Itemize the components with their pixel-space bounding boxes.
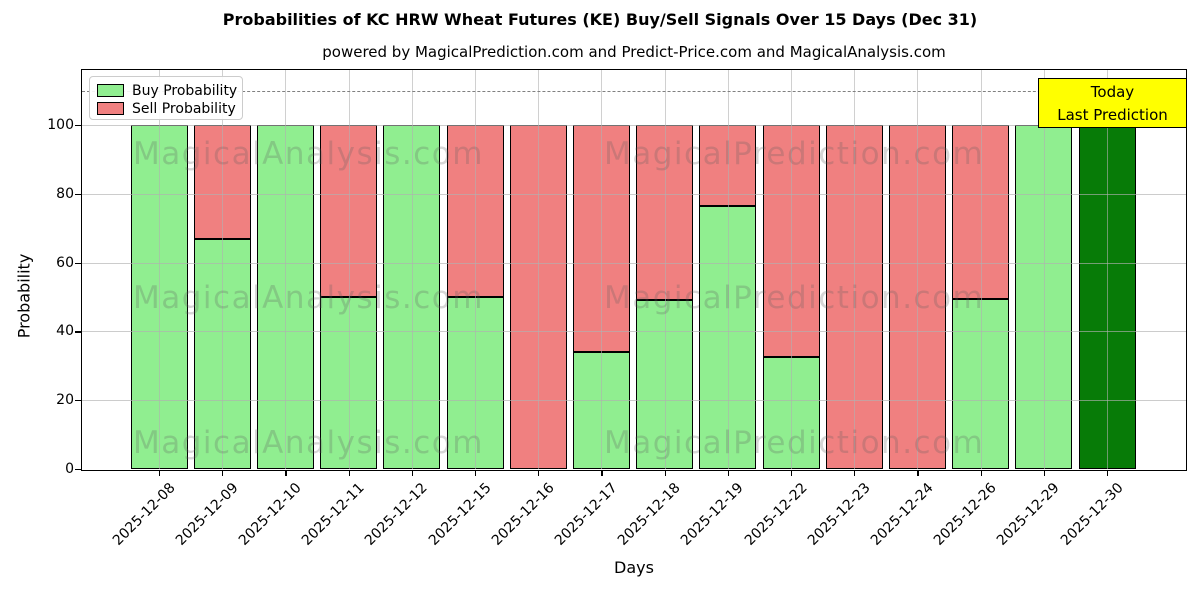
y-tick-label: 40	[56, 323, 74, 340]
vgrid-line	[222, 70, 224, 469]
watermark-text: MagicalPrediction.com	[604, 280, 985, 316]
x-axis-tick	[222, 470, 224, 476]
y-tick-label: 100	[47, 117, 74, 134]
y-axis-tick	[75, 331, 81, 333]
x-tick-label: 2025-12-08	[109, 480, 179, 549]
hgrid-line	[82, 262, 1186, 264]
x-tick-label: 2025-12-30	[1057, 480, 1127, 549]
dashed-guide-line	[82, 90, 1186, 92]
y-tick-label: 80	[56, 185, 74, 202]
legend-label-buy: Buy Probability	[132, 82, 238, 99]
x-tick-label: 2025-12-17	[551, 480, 621, 549]
vgrid-line	[159, 70, 160, 469]
y-tick-label: 60	[56, 254, 74, 271]
x-tick-label: 2025-12-22	[741, 480, 811, 549]
vgrid-line	[475, 70, 476, 469]
y-axis-tick	[75, 469, 81, 471]
legend: Buy Probability Sell Probability	[89, 76, 243, 120]
x-axis-tick	[917, 470, 919, 476]
y-axis-tick	[75, 400, 81, 402]
x-tick-label: 2025-12-24	[867, 480, 937, 549]
buy-color-swatch	[97, 84, 124, 97]
x-axis-tick	[159, 470, 161, 476]
x-tick-label: 2025-12-16	[488, 480, 558, 549]
chart-subtitle: powered by MagicalPrediction.com and Pre…	[322, 43, 946, 61]
x-axis-tick	[475, 470, 477, 476]
legend-item-buy: Buy Probability	[97, 82, 242, 99]
x-tick-label: 2025-12-11	[299, 480, 368, 549]
x-tick-label: 2025-12-29	[994, 480, 1064, 549]
x-axis-tick	[348, 470, 350, 476]
today-annotation-line2: Last Prediction	[1057, 106, 1168, 124]
x-axis-tick	[411, 470, 413, 476]
vgrid-line	[538, 70, 540, 469]
watermark-text: MagicalPrediction.com	[604, 425, 985, 461]
x-tick-label: 2025-12-15	[425, 480, 495, 549]
x-tick-label: 2025-12-19	[678, 480, 748, 549]
vgrid-line	[791, 70, 792, 469]
x-axis-tick	[727, 470, 729, 476]
y-axis-label: Probability	[14, 253, 34, 339]
vgrid-line	[411, 70, 413, 469]
vgrid-line	[601, 70, 603, 469]
today-annotation-box: Today Last Prediction	[1038, 78, 1187, 128]
watermark-text: MagicalAnalysis.com	[133, 280, 484, 316]
vgrid-line	[854, 70, 856, 469]
vgrid-line	[348, 70, 350, 469]
y-axis-tick	[75, 193, 81, 195]
hgrid-line	[82, 400, 1186, 402]
x-tick-label: 2025-12-18	[615, 480, 684, 549]
vgrid-line	[285, 70, 287, 469]
legend-item-sell: Sell Probability	[97, 100, 242, 117]
x-axis-tick	[601, 470, 603, 476]
watermark-text: MagicalPrediction.com	[604, 136, 985, 172]
x-axis-tick	[980, 470, 982, 476]
vgrid-line	[980, 70, 982, 469]
x-tick-label: 2025-12-26	[931, 480, 1000, 549]
vgrid-line	[917, 70, 919, 469]
x-axis-tick	[285, 470, 287, 476]
hgrid-line	[82, 331, 1186, 333]
x-axis-tick	[854, 470, 856, 476]
x-axis-tick	[664, 470, 666, 476]
y-axis-tick	[75, 262, 81, 264]
x-tick-label: 2025-12-12	[362, 480, 432, 549]
hgrid-line	[82, 125, 1186, 127]
x-axis-tick	[1043, 470, 1045, 476]
legend-label-sell: Sell Probability	[132, 100, 236, 117]
y-axis-tick	[75, 125, 81, 127]
chart-title: Probabilities of KC HRW Wheat Futures (K…	[222, 10, 978, 29]
watermark-text: MagicalAnalysis.com	[133, 425, 484, 461]
x-axis-label: Days	[614, 558, 654, 577]
vgrid-line	[727, 70, 729, 469]
vgrid-line	[664, 70, 666, 469]
x-axis-tick	[1107, 470, 1109, 476]
x-tick-label: 2025-12-10	[235, 480, 305, 549]
today-annotation-line1: Today	[1090, 83, 1135, 101]
x-tick-label: 2025-12-23	[804, 480, 874, 549]
x-axis-tick	[538, 470, 540, 476]
y-tick-label: 0	[65, 461, 74, 477]
hgrid-line	[82, 193, 1186, 195]
x-axis-tick	[791, 470, 793, 476]
sell-color-swatch	[97, 102, 124, 115]
x-tick-label: 2025-12-09	[172, 480, 242, 549]
vgrid-line	[1043, 70, 1045, 469]
watermark-text: MagicalAnalysis.com	[133, 136, 484, 172]
y-tick-label: 20	[56, 392, 74, 409]
vgrid-line	[1107, 70, 1108, 469]
